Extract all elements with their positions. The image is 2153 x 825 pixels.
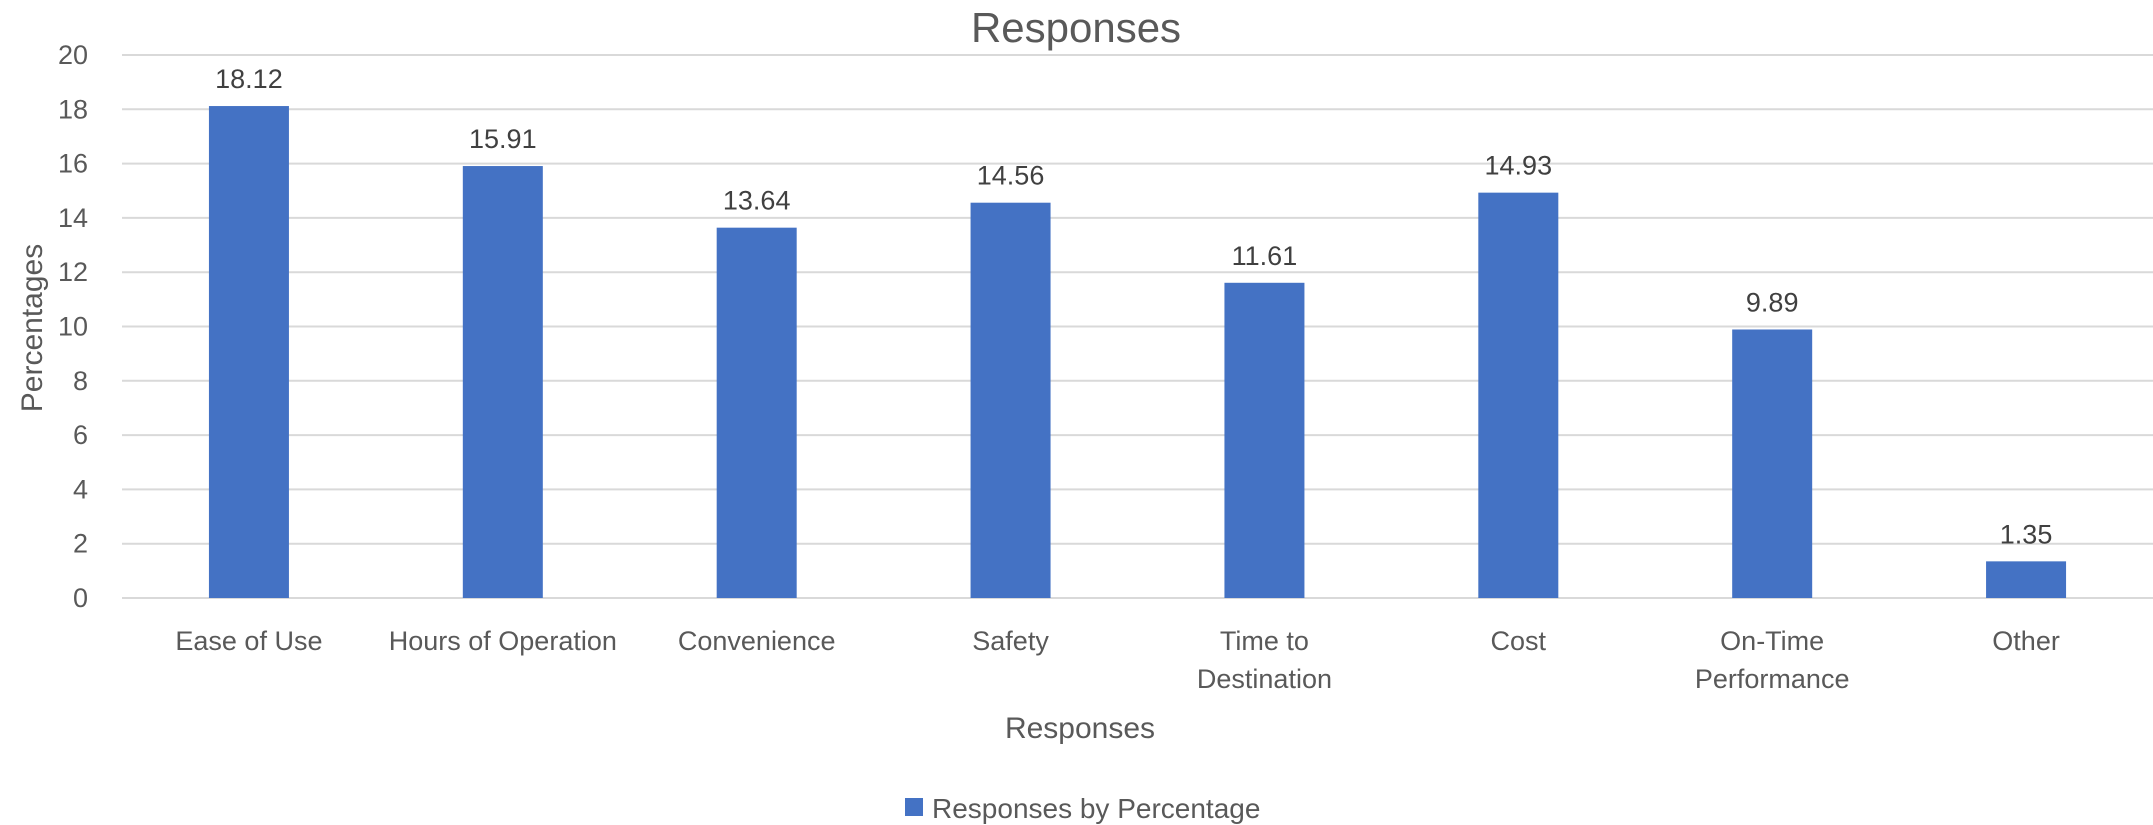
bar: [970, 202, 1051, 599]
y-tick-label: 20: [58, 40, 88, 70]
data-label: 1.35: [2000, 519, 2053, 549]
legend-label: Responses by Percentage: [932, 793, 1260, 824]
x-tick-label-line: Ease of Use: [175, 626, 322, 656]
x-tick-label: On-Time Performance: [1695, 626, 1850, 694]
x-tick-label: Cost: [1491, 626, 1547, 656]
x-tick-label-line: Performance: [1695, 664, 1850, 694]
y-tick-label: 8: [73, 366, 88, 396]
legend: Responses by Percentage: [905, 793, 1260, 824]
x-tick-label: Hours of Operation: [389, 626, 617, 656]
x-tick-label: Time to Destination: [1197, 626, 1332, 694]
data-label: 18.12: [215, 64, 283, 94]
y-tick-label: 10: [58, 312, 88, 342]
data-label: 9.89: [1746, 287, 1799, 317]
chart-title: Responses: [971, 4, 1181, 51]
y-tick-label: 0: [73, 583, 88, 613]
x-tick-label-line: Hours of Operation: [389, 626, 617, 656]
y-axis-title: Percentages: [16, 244, 49, 412]
legend-swatch: [905, 798, 923, 816]
x-axis-title: Responses: [1005, 712, 1155, 745]
bar: [1478, 192, 1559, 598]
data-label: 15.91: [469, 124, 537, 154]
x-tick-label-line: Safety: [972, 626, 1049, 656]
bar: [462, 166, 543, 598]
x-axis-ticks: Ease of Use Hours of Operation Convenience…: [175, 626, 2059, 694]
bar: [208, 106, 289, 599]
data-label: 14.93: [1485, 151, 1553, 181]
x-tick-label: Convenience: [678, 626, 836, 656]
gridlines: [122, 54, 2153, 599]
x-tick-label: Ease of Use: [175, 626, 322, 656]
bar: [716, 227, 797, 598]
y-tick-label: 14: [58, 203, 88, 233]
x-tick-label-line: Destination: [1197, 664, 1332, 694]
y-axis-ticks: 0 2 4 6 8 10 12 14 16 18 20: [58, 40, 88, 613]
x-tick-label-line: On-Time: [1720, 626, 1824, 656]
x-tick-label-line: Other: [1992, 626, 2060, 656]
y-tick-label: 12: [58, 257, 88, 287]
data-labels: 18.12 15.91 13.64 14.56 11.61 14.93 9.89 1.35: [215, 64, 2052, 549]
bars: [208, 106, 2067, 599]
x-tick-label-line: Time to: [1220, 626, 1309, 656]
data-label: 14.56: [977, 161, 1045, 191]
data-label: 13.64: [723, 186, 791, 216]
y-tick-label: 4: [73, 474, 88, 504]
x-tick-label: Other: [1992, 626, 2060, 656]
y-tick-label: 18: [58, 94, 88, 124]
x-tick-label-line: Cost: [1491, 626, 1547, 656]
x-tick-label-line: Convenience: [678, 626, 836, 656]
bar: [1986, 561, 2067, 598]
y-tick-label: 2: [73, 529, 88, 559]
x-tick-label: Safety: [972, 626, 1049, 656]
y-tick-label: 16: [58, 149, 88, 179]
bar: [1732, 329, 1813, 598]
bar: [1224, 282, 1305, 598]
y-tick-label: 6: [73, 420, 88, 450]
data-label: 11.61: [1232, 241, 1298, 271]
